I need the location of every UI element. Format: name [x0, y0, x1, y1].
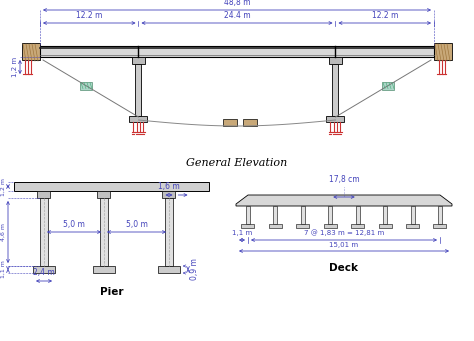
Bar — [410, 206, 415, 224]
Bar — [37, 191, 51, 198]
Bar — [14, 182, 209, 191]
Bar — [406, 224, 419, 228]
Text: 1,6 m: 1,6 m — [158, 182, 180, 192]
Text: 12.2 m: 12.2 m — [76, 11, 102, 20]
Bar — [434, 43, 452, 60]
Text: Pier: Pier — [100, 287, 123, 297]
Text: 12.2 m: 12.2 m — [372, 11, 398, 20]
Bar — [327, 116, 345, 122]
Bar — [356, 206, 360, 224]
Bar — [296, 224, 310, 228]
Text: 17,8 cm: 17,8 cm — [328, 175, 359, 184]
Text: 1,2 m: 1,2 m — [1, 178, 6, 195]
Text: 48,8 m: 48,8 m — [224, 0, 250, 7]
Text: 1,1 m: 1,1 m — [232, 231, 252, 237]
Bar — [136, 64, 142, 116]
Polygon shape — [236, 195, 452, 206]
Bar — [438, 206, 442, 224]
Text: 1,2 m: 1,2 m — [12, 57, 18, 77]
Text: 0,9 m: 0,9 m — [190, 258, 199, 280]
Bar — [40, 198, 48, 266]
Bar — [332, 64, 338, 116]
Bar — [93, 266, 115, 273]
Text: 15,01 m: 15,01 m — [329, 241, 358, 248]
Text: 1,1 m: 1,1 m — [1, 261, 6, 279]
Bar — [129, 116, 147, 122]
Bar — [165, 198, 173, 266]
Bar — [379, 224, 392, 228]
Text: General Elevation: General Elevation — [186, 158, 288, 168]
Text: Deck: Deck — [329, 263, 358, 273]
Text: 7 @ 1,83 m = 12,81 m: 7 @ 1,83 m = 12,81 m — [304, 230, 384, 237]
Bar — [329, 57, 342, 64]
Bar — [40, 46, 434, 57]
Bar — [328, 206, 332, 224]
Bar — [301, 206, 305, 224]
Bar — [382, 81, 394, 90]
Text: 5,0 m: 5,0 m — [126, 220, 147, 228]
Bar — [98, 191, 110, 198]
Bar — [351, 224, 364, 228]
Text: 24.4 m: 24.4 m — [224, 11, 250, 20]
Bar — [22, 43, 40, 60]
Bar — [223, 119, 237, 126]
Text: 2,4 m: 2,4 m — [33, 268, 55, 278]
Bar — [158, 266, 180, 273]
Bar — [241, 224, 255, 228]
Text: 4,6 m: 4,6 m — [1, 223, 6, 241]
Bar — [434, 224, 447, 228]
Bar — [269, 224, 282, 228]
Bar — [383, 206, 387, 224]
Bar — [33, 266, 55, 273]
Bar — [324, 224, 337, 228]
Bar — [273, 206, 277, 224]
Bar — [243, 119, 257, 126]
Bar — [163, 191, 175, 198]
Bar — [132, 57, 145, 64]
Bar — [80, 81, 92, 90]
Text: 5,0 m: 5,0 m — [63, 220, 85, 228]
Bar — [246, 206, 250, 224]
Bar — [100, 198, 108, 266]
